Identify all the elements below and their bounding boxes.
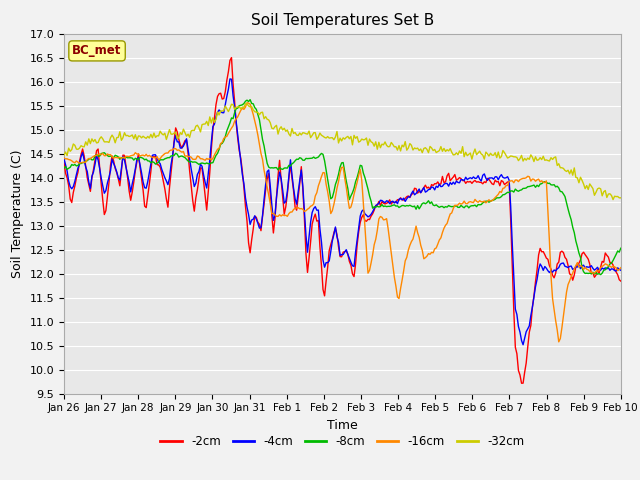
Y-axis label: Soil Temperature (C): Soil Temperature (C)	[11, 149, 24, 278]
Text: BC_met: BC_met	[72, 44, 122, 58]
X-axis label: Time: Time	[327, 419, 358, 432]
Legend: -2cm, -4cm, -8cm, -16cm, -32cm: -2cm, -4cm, -8cm, -16cm, -32cm	[156, 430, 529, 453]
Title: Soil Temperatures Set B: Soil Temperatures Set B	[251, 13, 434, 28]
